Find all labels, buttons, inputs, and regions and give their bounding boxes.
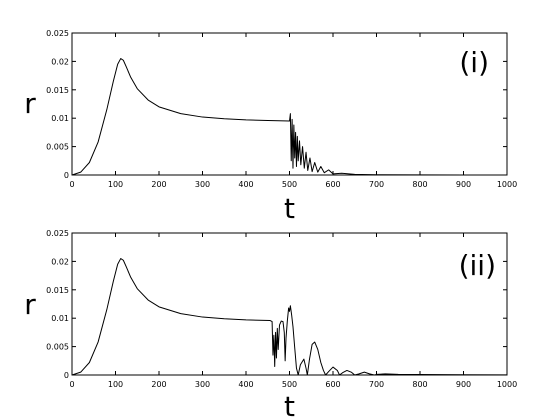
y-axis-label: r: [24, 87, 36, 120]
x-tick-label: 100: [108, 180, 123, 189]
y-tick-label: 0.025: [46, 229, 69, 238]
y-tick-label: 0.005: [46, 343, 69, 352]
series-line: [71, 58, 508, 176]
x-tick-label: 300: [195, 180, 210, 189]
x-tick-label: 1000: [497, 380, 517, 389]
x-tick-label: 200: [151, 180, 166, 189]
chart-panel-2: 0 100 200 300 400 500 600 700 800 900 1000 0 0.005 0.…: [24, 229, 517, 420]
x-tick-label: 1000: [497, 180, 517, 189]
y-tick-label: 0.02: [51, 57, 69, 66]
x-tick-label: 700: [369, 180, 384, 189]
y-tick-label: 0.01: [51, 314, 69, 323]
y-tick-label: 0.025: [46, 29, 69, 38]
y-tick-label: 0.015: [46, 286, 69, 295]
x-tick-label: 800: [412, 180, 427, 189]
y-tick-label: 0: [64, 171, 69, 180]
x-tick-label: 500: [282, 180, 297, 189]
y-tick-label: 0.01: [51, 114, 69, 123]
series-line: [71, 258, 508, 376]
x-tick-label: 600: [325, 180, 340, 189]
x-tick-label: 800: [412, 380, 427, 389]
x-axis-label: t: [284, 192, 295, 225]
x-tick-label: 200: [151, 380, 166, 389]
x-tick-label: 300: [195, 380, 210, 389]
y-tick-label: 0: [64, 371, 69, 380]
y-axis-label: r: [24, 288, 36, 321]
chart-panel-1: 0 100 200 300 400 500 600 700 800 900 1000 0 0.005 0.…: [24, 29, 517, 225]
x-axis-label: t: [284, 390, 295, 420]
x-tick-label: 900: [456, 180, 471, 189]
y-tick-label: 0.005: [46, 143, 69, 152]
plot-frame: [71, 232, 508, 376]
y-tick-label: 0.015: [46, 86, 69, 95]
panel-label: (i): [459, 46, 489, 79]
x-tick-label: 0: [69, 180, 74, 189]
x-tick-label: 400: [238, 180, 253, 189]
panel-label: (ii): [459, 249, 496, 282]
y-tick-label: 0.02: [51, 257, 69, 266]
x-tick-label: 100: [108, 380, 123, 389]
x-tick-label: 500: [282, 380, 297, 389]
x-tick-label: 700: [369, 380, 384, 389]
plot-frame: [71, 32, 508, 176]
x-tick-label: 600: [325, 380, 340, 389]
x-tick-label: 0: [69, 380, 74, 389]
x-tick-label: 400: [238, 380, 253, 389]
x-tick-label: 900: [456, 380, 471, 389]
